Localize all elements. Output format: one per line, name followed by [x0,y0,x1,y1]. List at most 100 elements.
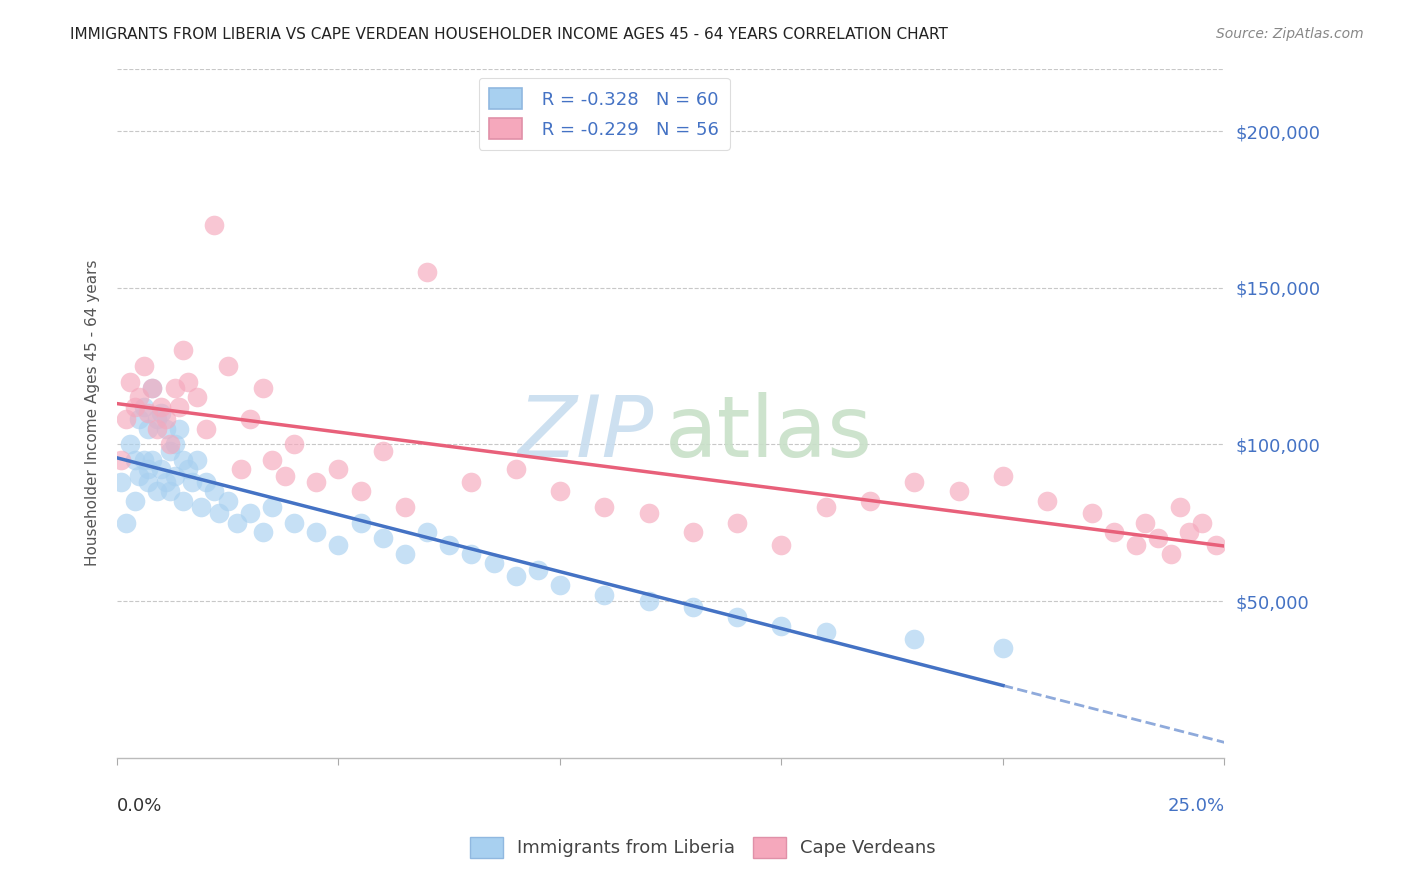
Point [132,359,155,373]
Point [328,538,350,552]
Point [1102,525,1125,540]
Point [159,484,181,499]
Point [146,422,169,436]
Point [159,437,181,451]
Point [527,563,550,577]
Point [991,468,1014,483]
Point [416,525,439,540]
Point [141,453,163,467]
Point [167,400,190,414]
Point [770,538,793,552]
Point [460,475,482,489]
Point [190,500,212,514]
Point [204,218,226,232]
Point [725,609,748,624]
Point [136,462,159,476]
Point [1160,547,1182,561]
Point [239,412,262,426]
Point [163,437,186,451]
Point [505,462,527,476]
Legend: Immigrants from Liberia, Cape Verdeans: Immigrants from Liberia, Cape Verdeans [463,830,943,865]
Point [460,547,482,561]
Point [204,484,226,499]
Text: ZIP: ZIP [517,392,654,475]
Point [141,381,163,395]
Text: IMMIGRANTS FROM LIBERIA VS CAPE VERDEAN HOUSEHOLDER INCOME AGES 45 - 64 YEARS CO: IMMIGRANTS FROM LIBERIA VS CAPE VERDEAN … [70,27,948,42]
Point [770,619,793,633]
Point [120,437,142,451]
Legend:  R = -0.328   N = 60,  R = -0.229   N = 56: R = -0.328 N = 60, R = -0.229 N = 56 [478,78,730,150]
Point [416,265,439,279]
Point [132,400,155,414]
Point [155,422,177,436]
Point [252,381,274,395]
Point [124,400,146,414]
Point [163,381,186,395]
Point [1178,525,1201,540]
Point [128,391,150,405]
Point [305,475,328,489]
Point [128,412,150,426]
Point [1191,516,1213,530]
Point [208,506,231,520]
Point [349,484,371,499]
Point [725,516,748,530]
Point [136,422,159,436]
Point [593,500,616,514]
Point [948,484,970,499]
Point [283,437,305,451]
Point [194,475,217,489]
Point [110,453,132,467]
Point [1147,532,1170,546]
Point [637,594,659,608]
Point [132,453,155,467]
Point [1036,493,1059,508]
Point [110,475,132,489]
Point [239,506,262,520]
Point [814,500,837,514]
Point [859,493,882,508]
Point [177,462,200,476]
Point [186,453,208,467]
Point [181,475,204,489]
Point [136,406,159,420]
Point [260,453,283,467]
Point [146,484,169,499]
Point [155,412,177,426]
Point [682,525,704,540]
Y-axis label: Householder Income Ages 45 - 64 years: Householder Income Ages 45 - 64 years [86,260,100,566]
Point [128,468,150,483]
Point [260,500,283,514]
Point [177,375,200,389]
Point [637,506,659,520]
Point [394,547,416,561]
Point [217,493,239,508]
Point [155,475,177,489]
Point [349,516,371,530]
Text: Source: ZipAtlas.com: Source: ZipAtlas.com [1216,27,1364,41]
Point [682,600,704,615]
Point [194,422,217,436]
Point [548,578,571,592]
Point [283,516,305,530]
Point [1168,500,1191,514]
Point [163,468,186,483]
Point [120,375,142,389]
Point [172,343,194,358]
Point [186,391,208,405]
Point [903,632,925,646]
Point [371,532,394,546]
Point [814,625,837,640]
Point [150,400,173,414]
Point [305,525,328,540]
Point [991,640,1014,655]
Point [124,493,146,508]
Point [146,412,169,426]
Point [114,412,136,426]
Point [172,493,194,508]
Point [141,381,163,395]
Text: 25.0%: 25.0% [1167,797,1225,814]
Text: atlas: atlas [665,392,873,475]
Point [1080,506,1102,520]
Point [217,359,239,373]
